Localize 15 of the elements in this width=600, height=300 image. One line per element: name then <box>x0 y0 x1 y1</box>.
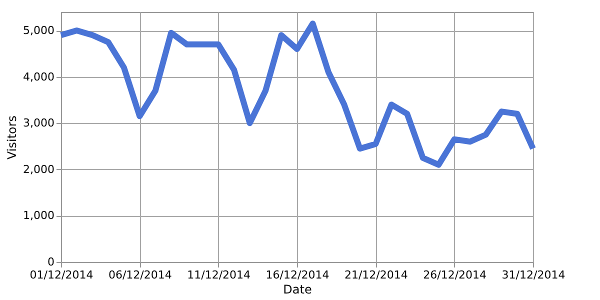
y-tick-label: 2,000 <box>23 162 54 176</box>
x-tick-label: 01/12/2014 <box>30 268 94 282</box>
x-tick-label: 31/12/2014 <box>502 268 566 282</box>
y-tick-label: 4,000 <box>23 70 54 84</box>
y-tick-label: 5,000 <box>23 24 54 38</box>
x-tick-label: 06/12/2014 <box>108 268 172 282</box>
y-axis-title: Visitors <box>5 115 20 160</box>
y-tick-label: 1,000 <box>23 209 54 222</box>
y-tick-label: 3,000 <box>23 116 54 130</box>
x-tick-label: 21/12/2014 <box>344 268 408 282</box>
x-tick-label: 26/12/2014 <box>423 268 487 282</box>
y-tick-label: 0 <box>48 256 54 268</box>
x-tick-label: 11/12/2014 <box>187 268 251 282</box>
x-axis-title: Date <box>283 282 312 296</box>
x-tick-label: 16/12/2014 <box>266 268 330 282</box>
